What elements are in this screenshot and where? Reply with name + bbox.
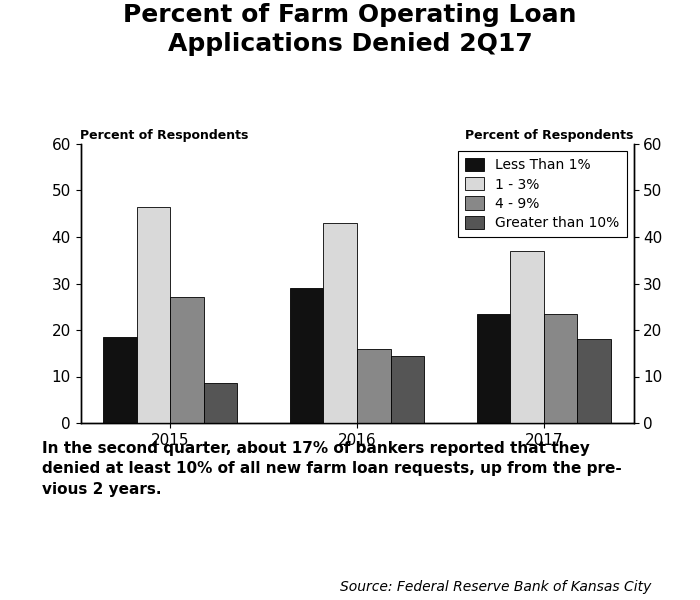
Bar <box>391 356 424 423</box>
Legend: Less Than 1%, 1 - 3%, 4 - 9%, Greater than 10%: Less Than 1%, 1 - 3%, 4 - 9%, Greater th… <box>458 151 626 237</box>
Bar <box>290 288 323 423</box>
Bar <box>544 314 577 423</box>
Text: Percent of Farm Operating Loan
Applications Denied 2Q17: Percent of Farm Operating Loan Applicati… <box>123 3 577 56</box>
Bar <box>170 298 204 423</box>
Bar <box>510 251 544 423</box>
Bar <box>103 337 136 423</box>
Text: Source: Federal Reserve Bank of Kansas City: Source: Federal Reserve Bank of Kansas C… <box>340 580 651 594</box>
Text: Percent of Respondents: Percent of Respondents <box>465 129 634 142</box>
Text: Percent of Respondents: Percent of Respondents <box>80 129 249 142</box>
Bar <box>477 314 510 423</box>
Bar <box>578 339 611 423</box>
Bar <box>357 349 391 423</box>
Bar <box>323 223 357 423</box>
Bar <box>204 383 237 423</box>
Bar <box>136 207 170 423</box>
Text: In the second quarter, about 17% of bankers reported that they
denied at least 1: In the second quarter, about 17% of bank… <box>42 441 622 497</box>
